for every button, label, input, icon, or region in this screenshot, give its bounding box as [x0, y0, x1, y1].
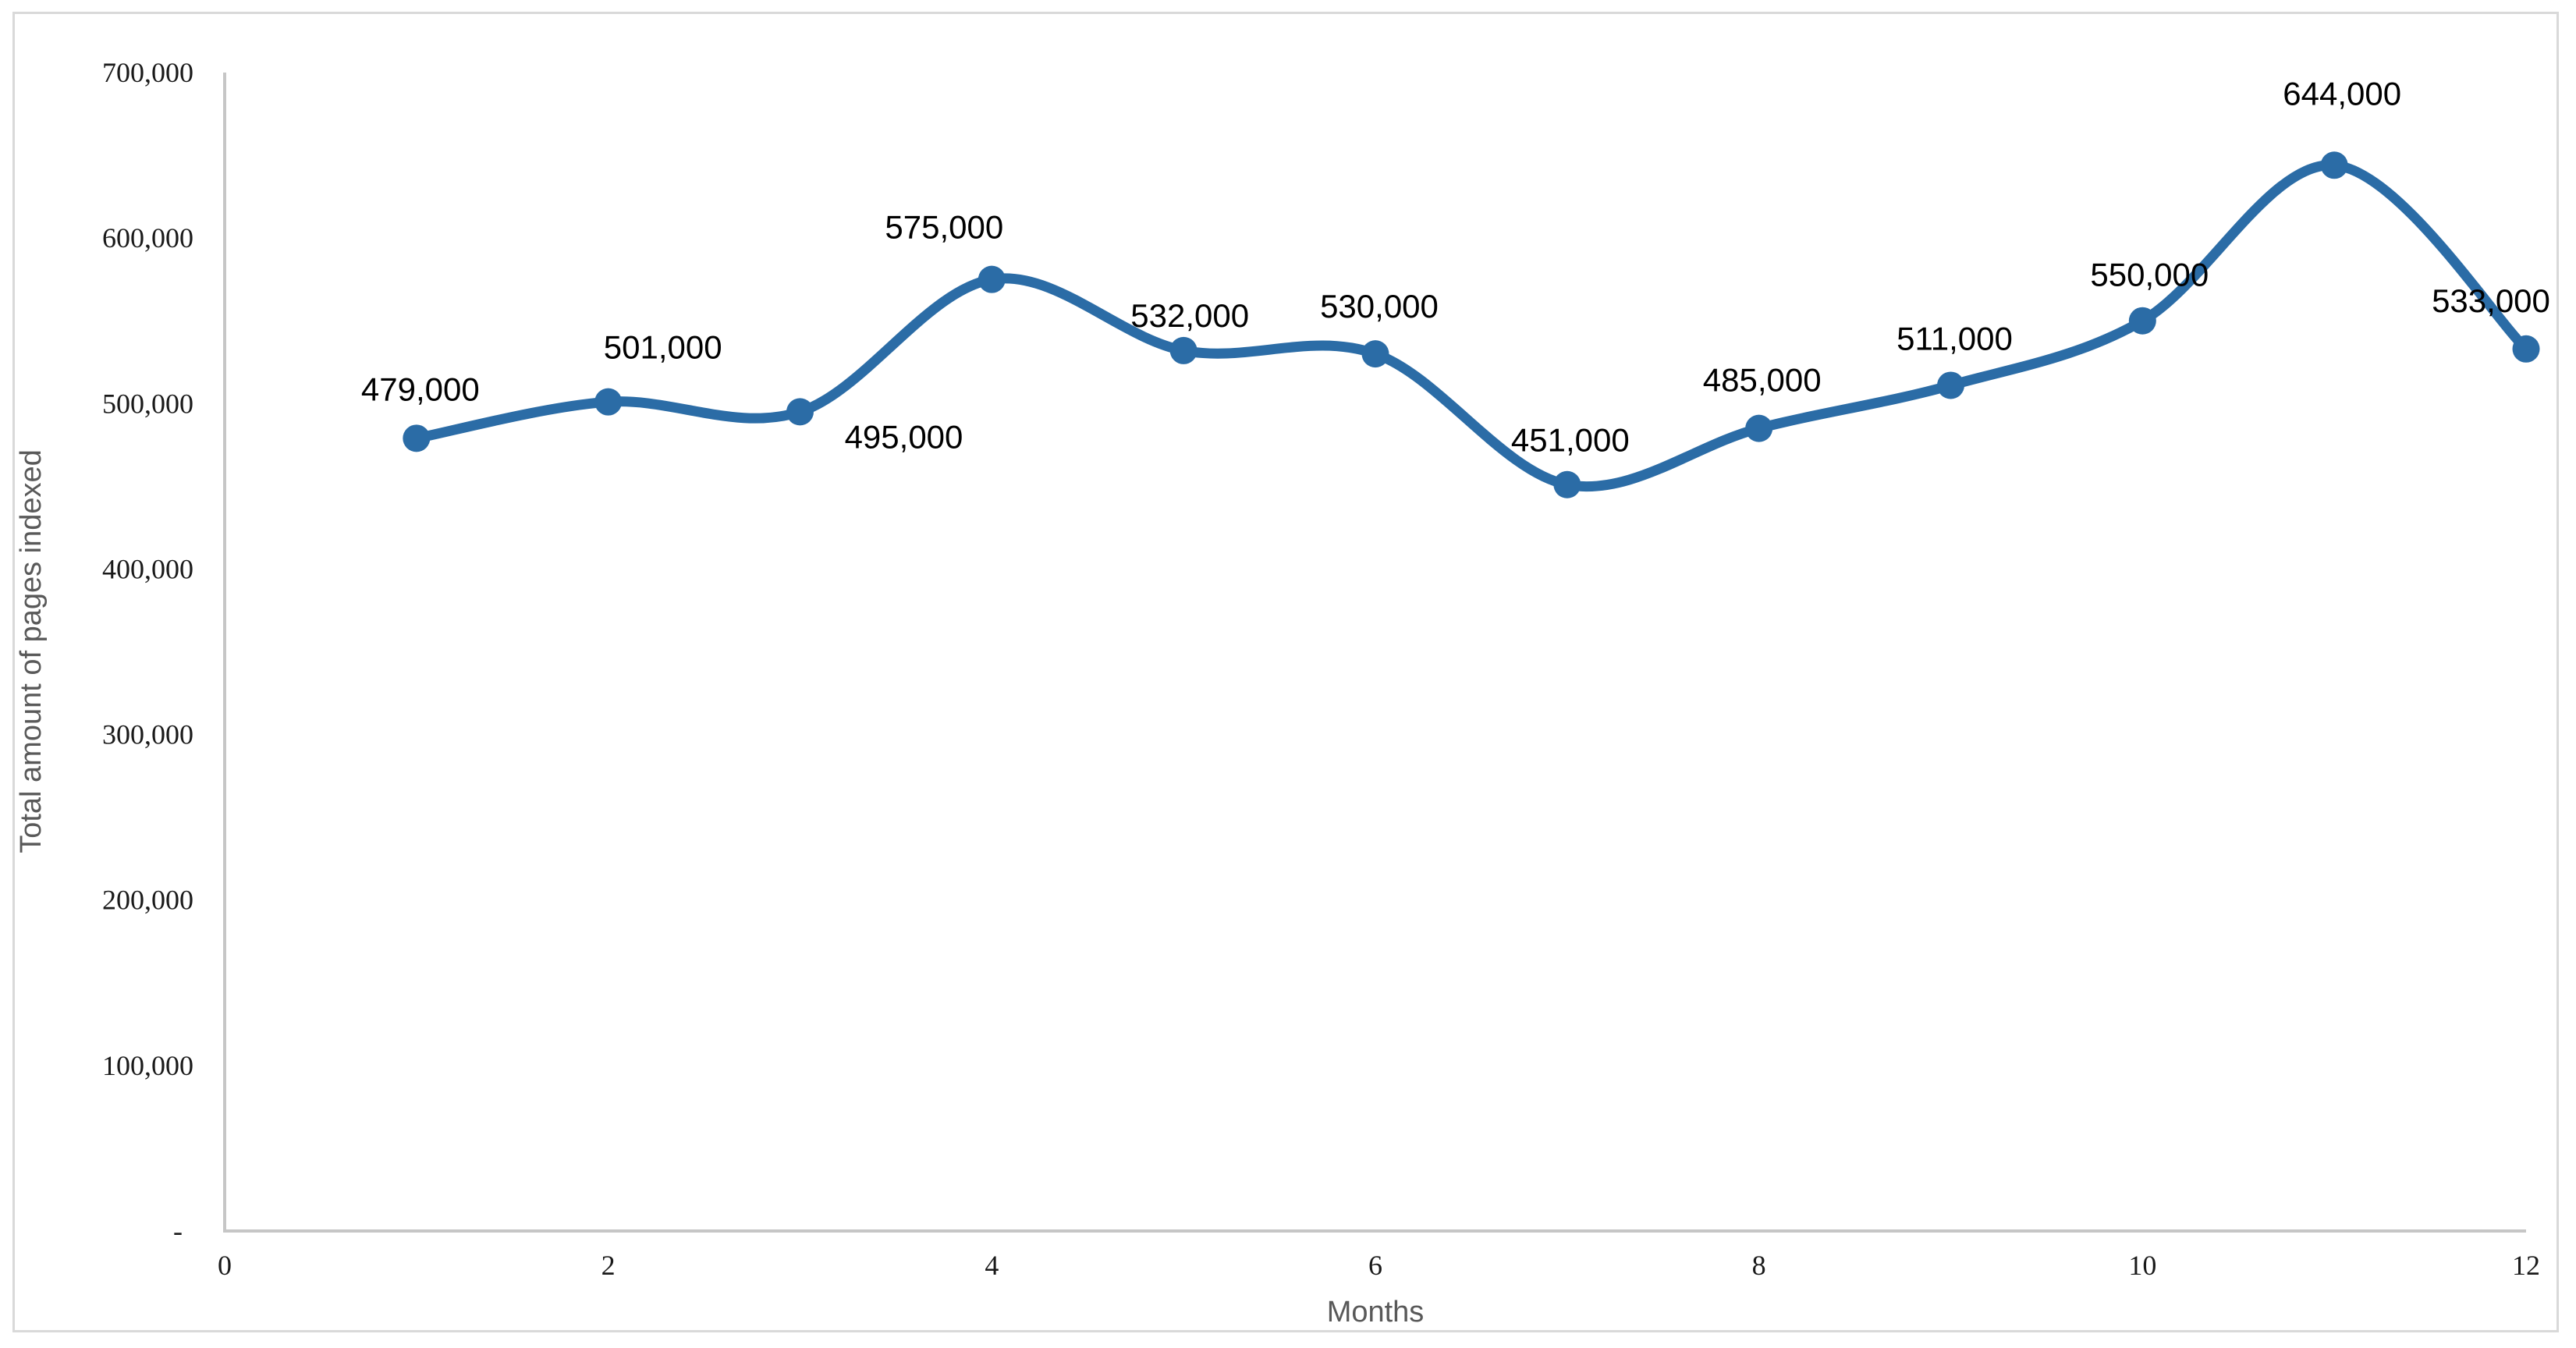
data-label-month-9: 511,000 — [1897, 320, 2013, 357]
data-label-month-4: 575,000 — [885, 209, 1003, 246]
data-label-month-3: 495,000 — [845, 418, 963, 455]
data-label-month-2: 501,000 — [604, 329, 722, 366]
data-point-marker-month-9 — [1937, 371, 1964, 399]
data-label-month-12: 533,000 — [2432, 282, 2550, 319]
data-point-marker-month-12 — [2512, 335, 2540, 363]
data-point-marker-month-6 — [1361, 340, 1389, 368]
y-tick-label: - — [173, 1215, 183, 1247]
x-tick-label: 0 — [218, 1250, 232, 1281]
x-tick-label: 12 — [2512, 1250, 2540, 1281]
y-tick-label: 100,000 — [102, 1050, 193, 1081]
y-axis-title: Total amount of pages indexed — [15, 449, 48, 853]
chart-frame — [12, 12, 2559, 1332]
data-label-month-7: 451,000 — [1511, 422, 1630, 459]
data-label-month-1: 479,000 — [361, 371, 480, 407]
data-label-month-10: 550,000 — [2090, 257, 2209, 293]
y-tick-label: 500,000 — [102, 388, 193, 419]
y-tick-label: 700,000 — [102, 57, 193, 88]
y-tick-label: 600,000 — [102, 222, 193, 254]
y-tick-label: 400,000 — [102, 553, 193, 584]
data-label-month-8: 485,000 — [1703, 362, 1822, 399]
data-label-month-11: 644,000 — [2283, 75, 2401, 112]
x-tick-label: 6 — [1368, 1250, 1382, 1281]
data-point-marker-month-2 — [594, 388, 623, 416]
data-point-marker-month-7 — [1553, 470, 1581, 498]
marker-layer — [403, 151, 2540, 498]
data-point-marker-month-3 — [786, 398, 814, 426]
x-tick-label: 8 — [1752, 1250, 1766, 1281]
data-label-layer: 479,000 501,000 495,000 575,000 532,000 530,0… — [361, 75, 2550, 458]
y-axis-tick-labels: - 100,000 200,000 300,000 400,000 500,000 600,… — [102, 57, 193, 1247]
data-point-marker-month-8 — [1745, 414, 1773, 442]
y-tick-label: 300,000 — [102, 719, 193, 750]
y-tick-label: 200,000 — [102, 885, 193, 916]
data-point-marker-month-1 — [403, 424, 431, 452]
x-tick-label: 10 — [2128, 1250, 2156, 1281]
x-tick-label: 2 — [601, 1250, 616, 1281]
data-label-month-5: 532,000 — [1130, 297, 1249, 334]
data-point-marker-month-4 — [978, 265, 1006, 293]
x-axis-tick-labels: 0 2 4 6 8 10 12 — [218, 1250, 2540, 1281]
data-point-marker-month-11 — [2320, 151, 2348, 179]
data-point-marker-month-10 — [2128, 307, 2156, 335]
x-axis-title: Months — [1327, 1296, 1425, 1328]
data-point-marker-month-5 — [1169, 336, 1198, 364]
x-tick-label: 4 — [985, 1250, 999, 1281]
data-label-month-6: 530,000 — [1320, 288, 1439, 325]
